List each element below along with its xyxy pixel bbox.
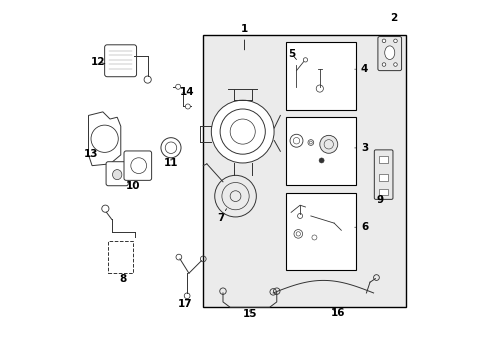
Text: 6: 6	[354, 222, 367, 232]
Text: 7: 7	[216, 209, 226, 223]
FancyBboxPatch shape	[124, 151, 151, 180]
Text: 5: 5	[288, 49, 296, 59]
Text: 10: 10	[126, 181, 140, 191]
Text: 15: 15	[242, 310, 257, 319]
Circle shape	[382, 63, 385, 66]
Bar	[285, 117, 355, 185]
Bar	[285, 193, 355, 270]
FancyBboxPatch shape	[373, 150, 392, 199]
Circle shape	[382, 39, 385, 42]
Circle shape	[319, 158, 324, 163]
Circle shape	[393, 39, 396, 42]
Bar	[203, 35, 405, 307]
FancyBboxPatch shape	[106, 162, 128, 186]
Ellipse shape	[112, 170, 122, 180]
Text: 2: 2	[389, 13, 397, 23]
Text: 13: 13	[83, 149, 98, 159]
Text: 12: 12	[91, 57, 105, 67]
Text: 9: 9	[375, 195, 383, 205]
FancyBboxPatch shape	[104, 45, 136, 77]
Text: 3: 3	[354, 143, 367, 153]
Circle shape	[393, 63, 396, 66]
Text: 8: 8	[119, 274, 126, 284]
Bar	[379, 189, 387, 195]
Text: 17: 17	[178, 299, 192, 309]
Circle shape	[175, 84, 180, 89]
Circle shape	[185, 104, 190, 109]
Text: 16: 16	[330, 309, 344, 318]
Text: 11: 11	[163, 158, 178, 168]
Bar	[108, 241, 133, 273]
Bar	[285, 42, 355, 110]
Text: 1: 1	[241, 24, 247, 50]
Bar	[379, 156, 387, 163]
Text: 4: 4	[354, 64, 367, 74]
Circle shape	[319, 135, 337, 153]
FancyBboxPatch shape	[377, 37, 401, 71]
Ellipse shape	[211, 100, 274, 163]
Bar	[379, 174, 387, 181]
Polygon shape	[88, 112, 121, 166]
Text: 14: 14	[180, 87, 194, 98]
Ellipse shape	[384, 46, 394, 59]
